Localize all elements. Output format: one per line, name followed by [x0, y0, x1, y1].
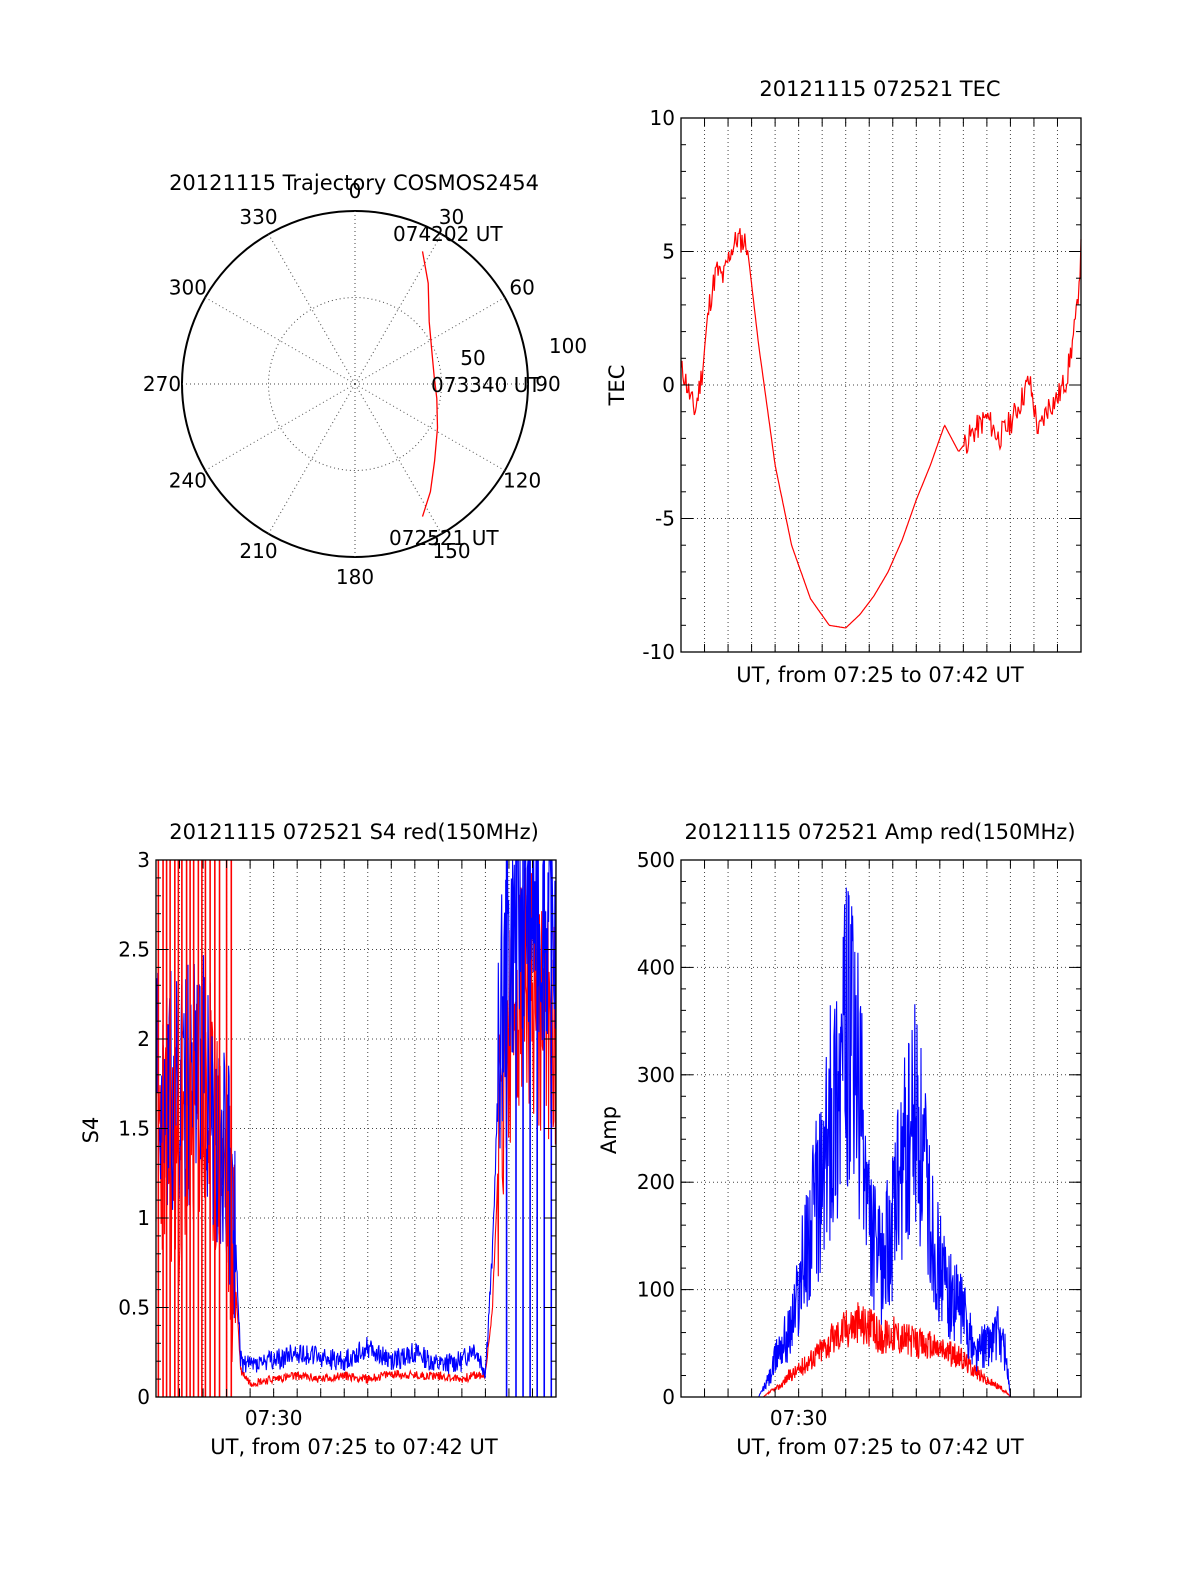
polar-spoke — [354, 233, 442, 385]
series-line-red — [680, 228, 1082, 629]
y-tick-label: 200 — [637, 1170, 675, 1194]
trajectory-line — [421, 251, 439, 517]
s4-title: 20121115 072521 S4 red(150MHz) — [169, 820, 539, 844]
polar-angle-label: 0 — [349, 179, 362, 203]
polar-angle-label: 210 — [239, 539, 277, 563]
polar-inner-ring — [268, 297, 442, 471]
tec-ylabel: TEC — [605, 365, 629, 407]
amp-panel: 20121115 072521 Amp red(150MHz) 0 100 200 3… — [597, 820, 1082, 1459]
polar-angle-label: 120 — [503, 469, 541, 493]
amp-xlabel: UT, from 07:25 to 07:42 UT — [736, 1435, 1024, 1459]
y-tick-label: 0 — [662, 1385, 675, 1409]
polar-spoke — [204, 297, 356, 385]
polar-spoke — [354, 383, 506, 471]
tec-panel: 20121115 072521 TEC -10 -5 0 5 10 UT, from 0… — [605, 77, 1082, 687]
s4-xlabel: UT, from 07:25 to 07:42 UT — [210, 1435, 498, 1459]
x-tick-label: 07:30 — [770, 1406, 828, 1430]
y-tick-label: 100 — [637, 1278, 675, 1302]
polar-angle-label: 180 — [336, 565, 374, 589]
plot-frame — [680, 859, 1082, 1398]
y-tick-label: 0 — [137, 1385, 150, 1409]
series-line-red — [155, 867, 557, 1388]
tec-xlabel: UT, from 07:25 to 07:42 UT — [736, 663, 1024, 687]
y-tick-label: 3 — [137, 848, 150, 872]
y-tick-label: 0 — [662, 373, 675, 397]
y-tick-label: 400 — [637, 955, 675, 979]
polar-spoke — [204, 383, 356, 471]
y-tick-label: 5 — [662, 240, 675, 264]
y-tick-label: 2 — [137, 1027, 150, 1051]
plot-frame — [680, 117, 1082, 653]
x-tick-label: 07:30 — [245, 1406, 303, 1430]
y-tick-label: 1.5 — [118, 1117, 150, 1141]
y-tick-label: -10 — [642, 640, 675, 664]
annotation-start-time: 072521 UT — [389, 526, 499, 550]
series-line-blue — [155, 859, 557, 1379]
y-tick-label: -5 — [655, 507, 675, 531]
polar-spoke — [268, 233, 356, 385]
s4-ylabel: S4 — [79, 1117, 103, 1144]
y-tick-label: 300 — [637, 1063, 675, 1087]
y-tick-label: 500 — [637, 848, 675, 872]
amp-title: 20121115 072521 Amp red(150MHz) — [684, 820, 1075, 844]
annotation-end-time: 074202 UT — [393, 222, 503, 246]
plot-frame — [155, 859, 557, 1398]
polar-angle-label: 300 — [169, 276, 207, 300]
polar-angle-label: 330 — [239, 205, 277, 229]
trajectory-polar-panel: 20121115 Trajectory COSMOS2454 0 30 60 90 12… — [143, 171, 587, 589]
polar-angle-label: 90 — [535, 372, 560, 396]
polar-angle-label: 270 — [143, 372, 181, 396]
y-tick-label: 2.5 — [118, 938, 150, 962]
polar-angle-label: 240 — [169, 469, 207, 493]
polar-angle-label: 150 — [432, 539, 470, 563]
amp-ylabel: Amp — [597, 1106, 621, 1154]
polar-angle-label: 30 — [439, 205, 464, 229]
tec-title: 20121115 072521 TEC — [759, 77, 1000, 101]
polar-spoke — [354, 383, 442, 535]
polar-spoke — [354, 297, 506, 385]
polar-angle-label: 60 — [509, 276, 534, 300]
s4-panel: 20121115 072521 S4 red(150MHz) 0 0.5 1 1.5 2… — [79, 820, 557, 1459]
y-tick-label: 10 — [650, 106, 675, 130]
polar-title: 20121115 Trajectory COSMOS2454 — [169, 171, 539, 195]
polar-radius-label: 100 — [549, 334, 587, 358]
annotation-mid-time: 073340 UT — [431, 373, 541, 397]
y-tick-label: 0.5 — [118, 1296, 150, 1320]
y-tick-label: 1 — [137, 1206, 150, 1230]
polar-spoke — [268, 383, 356, 535]
polar-radius-label: 50 — [460, 346, 485, 370]
